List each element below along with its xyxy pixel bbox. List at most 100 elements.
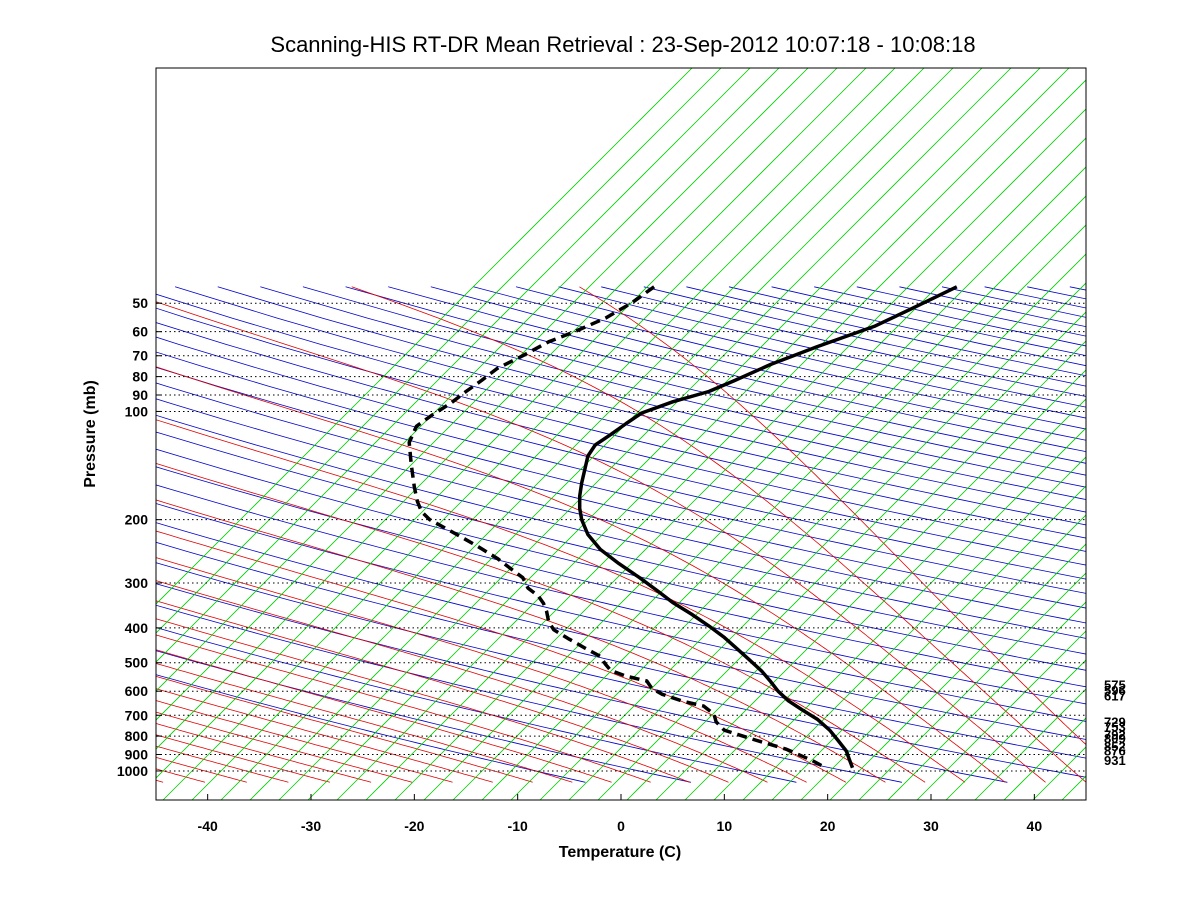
- mixing-ratio-line: [156, 68, 751, 663]
- side-pressure-label: 876: [1104, 743, 1126, 758]
- dry-adiabat-line: [156, 466, 1086, 688]
- x-tick-label: 30: [923, 818, 939, 834]
- dry-adiabat-line: [156, 604, 902, 783]
- moist-adiabat-line: [156, 723, 372, 783]
- y-tick-label: 70: [132, 348, 148, 364]
- mixing-ratio-line: [510, 224, 1086, 800]
- x-tick-label: 40: [1027, 818, 1043, 834]
- mixing-ratio-line: [156, 68, 780, 692]
- mixing-ratio-line: [307, 68, 1041, 800]
- mixing-ratio-line: [156, 68, 809, 721]
- mixing-ratio-line: [423, 137, 1086, 800]
- mixing-ratio-line: [452, 166, 1086, 800]
- y-axis-label: Pressure (mb): [82, 380, 99, 488]
- mixing-ratio-line: [539, 253, 1086, 800]
- mixing-ratio-line: [626, 340, 1086, 800]
- dry-adiabat-line: [156, 541, 1086, 759]
- moist-adiabat-line: [156, 600, 729, 783]
- side-pressure-label: 852: [1104, 739, 1126, 754]
- y-tick-label: 400: [125, 620, 149, 636]
- mixing-ratio-line: [156, 68, 693, 605]
- y-tick-label: 800: [125, 728, 149, 744]
- moist-adiabat-line: [351, 286, 1086, 783]
- dry-adiabat-line: [156, 431, 1086, 655]
- mixing-ratio-line: [655, 369, 1086, 800]
- dry-adiabat-line: [156, 398, 1086, 624]
- side-pressure-label: 809: [1104, 731, 1126, 746]
- x-axis-label: Temperature (C): [559, 844, 681, 861]
- side-pressure-label: 931: [1104, 753, 1126, 768]
- x-tick-label: -30: [301, 818, 321, 834]
- y-tick-label: 1000: [117, 763, 148, 779]
- dry-adiabat-line: [156, 674, 586, 783]
- dry-adiabat-line: [156, 522, 1086, 740]
- temperature-profile-line: [577, 285, 958, 769]
- mixing-ratio-line: [249, 68, 983, 800]
- y-tick-label: 100: [125, 403, 149, 419]
- y-tick-label: 700: [125, 707, 149, 723]
- moist-adiabat-line: [156, 663, 573, 783]
- x-tick-label: -20: [404, 818, 424, 834]
- dry-adiabat-line: [156, 484, 1086, 705]
- side-pressure-label: 729: [1104, 715, 1126, 730]
- y-tick-label: 900: [125, 747, 149, 763]
- moist-adiabat-line: [579, 286, 1086, 746]
- y-tick-label: 80: [132, 369, 148, 385]
- y-tick-label: 60: [132, 324, 148, 340]
- profile-series: [407, 285, 958, 770]
- y-tick-label: 500: [125, 655, 149, 671]
- y-tick-label: 600: [125, 683, 149, 699]
- y-tick-label: 300: [125, 575, 149, 591]
- mixing-ratio-line: [887, 601, 1086, 800]
- dry-adiabat-line: [156, 351, 1086, 580]
- mixing-ratio-line: [568, 282, 1086, 800]
- moist-adiabat-line: [156, 675, 533, 783]
- x-tick-label: 10: [717, 818, 733, 834]
- mixing-ratio-line: [800, 514, 1086, 800]
- mixing-ratio-line: [394, 108, 1086, 800]
- mixing-ratio-line: [156, 68, 838, 750]
- moist-adiabat-line: [156, 462, 926, 783]
- isobar-gridlines: [156, 302, 1086, 772]
- moist-adiabat-line: [156, 580, 768, 783]
- mixing-ratio-line: [162, 68, 896, 800]
- mixing-ratio-line: [713, 427, 1086, 800]
- mixing-ratio-line: [858, 572, 1086, 800]
- side-pressure-label: 753: [1104, 720, 1126, 735]
- side-pressure-label: 792: [1104, 728, 1126, 743]
- dry-adiabat-line: [156, 503, 1086, 722]
- moist-adiabat-line: [156, 499, 886, 783]
- moist-adiabat-line: [156, 557, 807, 783]
- moist-adiabat-line: [156, 618, 690, 783]
- moist-adiabat-line: [156, 301, 1046, 783]
- moist-adiabat-line: [156, 734, 331, 783]
- dry-adiabat-line: [156, 583, 1008, 783]
- dry-adiabat-line: [156, 307, 1086, 539]
- mixing-ratio-line: [916, 630, 1086, 800]
- mixing-ratio-line: [365, 79, 1086, 800]
- mixing-ratio-line: [684, 398, 1086, 800]
- dewpoint-profile-line: [407, 285, 827, 770]
- side-pressure-label: 596: [1104, 683, 1126, 698]
- mixing-ratio-line: [191, 68, 925, 800]
- side-pressure-label: 617: [1104, 689, 1126, 704]
- x-tick-label: -10: [508, 818, 528, 834]
- mixing-ratio-line: [278, 68, 1012, 800]
- y-tick-label: 200: [125, 512, 149, 528]
- x-tick-label: -40: [198, 818, 218, 834]
- dry-adiabat-line: [156, 366, 1086, 594]
- moist-adiabat-line: [156, 688, 493, 783]
- moist-adiabat-line: [156, 700, 453, 783]
- moist-adiabat-line: [156, 366, 1006, 783]
- side-pressure-label: 575: [1104, 678, 1126, 693]
- mixing-ratio-line: [829, 543, 1086, 800]
- background-lines: [156, 68, 1086, 800]
- mixing-ratio-line: [481, 195, 1086, 800]
- y-tick-label: 50: [132, 295, 148, 311]
- dry-adiabat-line: [156, 382, 1086, 609]
- mixing-ratio-line: [742, 456, 1086, 800]
- dry-adiabat-line: [156, 336, 1086, 566]
